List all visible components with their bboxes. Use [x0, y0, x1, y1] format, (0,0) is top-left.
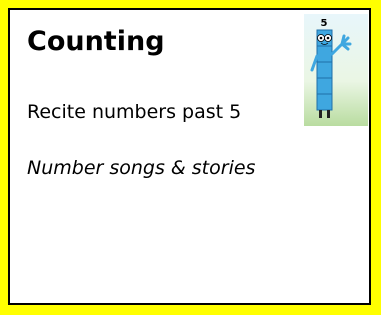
card-title: Counting [27, 26, 165, 57]
card-item: Number songs & stories [27, 157, 255, 179]
card-item: Recite numbers past 5 [27, 101, 241, 123]
image-label: 5 [321, 18, 328, 29]
card: Counting Recite numbers past 5 Number so… [8, 8, 371, 305]
page: Counting Recite numbers past 5 Number so… [0, 0, 381, 315]
numberblock-image: 5 [304, 14, 368, 126]
